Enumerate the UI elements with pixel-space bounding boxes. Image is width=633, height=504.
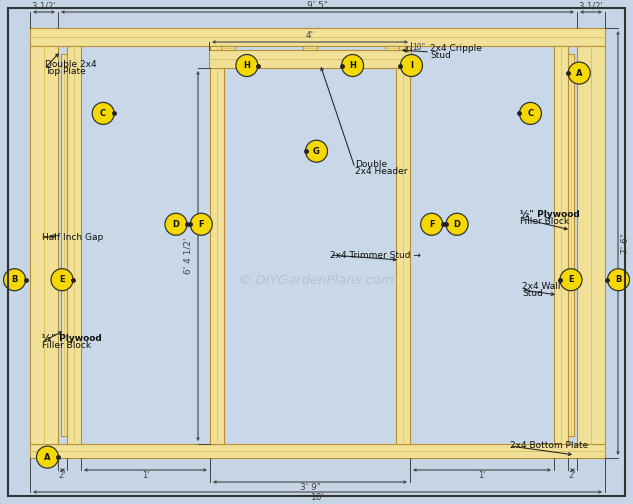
Text: 1': 1' — [479, 472, 486, 480]
Bar — [221, 46, 235, 50]
Text: ½" Plywood: ½" Plywood — [520, 210, 580, 219]
Bar — [67, 46, 81, 444]
Text: 3 1/2': 3 1/2' — [32, 2, 56, 11]
Text: 1': 1' — [142, 472, 149, 480]
Circle shape — [37, 446, 58, 468]
Text: F: F — [199, 220, 204, 229]
Bar — [30, 444, 605, 458]
Circle shape — [342, 54, 363, 77]
Text: 2x4 Bottom Plate: 2x4 Bottom Plate — [510, 442, 588, 451]
Text: E: E — [60, 275, 65, 284]
Text: E: E — [568, 275, 573, 284]
Text: 2x4 Cripple: 2x4 Cripple — [430, 44, 482, 53]
Text: ½" Plywood: ½" Plywood — [42, 334, 102, 343]
Circle shape — [608, 269, 629, 291]
Text: Double 2x4: Double 2x4 — [45, 60, 97, 69]
Circle shape — [306, 140, 327, 162]
Text: H: H — [244, 61, 250, 70]
Bar — [30, 46, 58, 444]
Circle shape — [51, 269, 73, 291]
Text: 3' 9": 3' 9" — [299, 483, 320, 492]
Text: 6' 4 1/2': 6' 4 1/2' — [184, 238, 192, 274]
Text: 10': 10' — [311, 493, 325, 502]
Bar — [81, 46, 210, 444]
Text: 10": 10" — [413, 43, 425, 52]
Circle shape — [236, 54, 258, 77]
Bar — [30, 28, 605, 46]
Text: 2x4 Trimmer Stud →: 2x4 Trimmer Stud → — [330, 250, 421, 260]
Text: 7' 6": 7' 6" — [622, 232, 630, 254]
Circle shape — [165, 213, 187, 235]
Text: C: C — [527, 109, 534, 118]
Text: I: I — [410, 61, 413, 70]
Text: C: C — [100, 109, 106, 118]
Bar — [568, 54, 574, 436]
Bar — [303, 46, 317, 50]
Text: A: A — [576, 69, 582, 78]
Text: 2x4 Header: 2x4 Header — [355, 167, 408, 176]
Bar — [554, 46, 568, 444]
Bar — [61, 54, 67, 436]
Circle shape — [92, 102, 114, 124]
Circle shape — [568, 62, 590, 84]
Text: Filler Block: Filler Block — [520, 217, 569, 226]
Text: Stud: Stud — [430, 51, 451, 60]
Circle shape — [401, 54, 422, 77]
Text: H: H — [349, 61, 356, 70]
Circle shape — [4, 269, 25, 291]
Bar — [224, 68, 396, 444]
Text: Half Inch Gap: Half Inch Gap — [42, 233, 103, 242]
Bar — [577, 46, 605, 444]
Bar — [410, 46, 554, 444]
Circle shape — [560, 269, 582, 291]
Text: 2x4 Wall: 2x4 Wall — [522, 282, 560, 291]
Text: © DIYGardenPlans.com: © DIYGardenPlans.com — [238, 274, 394, 286]
Bar — [385, 46, 399, 50]
Text: Top Plate: Top Plate — [45, 67, 85, 76]
Text: 2': 2' — [568, 472, 576, 480]
Circle shape — [421, 213, 442, 235]
Text: Stud: Stud — [522, 289, 543, 298]
Bar — [209, 50, 411, 68]
Text: G: G — [313, 147, 320, 156]
Text: D: D — [453, 220, 461, 229]
Text: F: F — [429, 220, 434, 229]
Text: A: A — [44, 453, 51, 462]
Circle shape — [520, 102, 541, 124]
Bar — [396, 46, 410, 444]
Text: 9' 5": 9' 5" — [307, 2, 328, 11]
Text: B: B — [615, 275, 622, 284]
Text: 3 1/2': 3 1/2' — [579, 2, 603, 11]
Text: Filler Block: Filler Block — [42, 341, 91, 350]
Text: 4': 4' — [306, 31, 314, 40]
Bar — [210, 46, 224, 444]
Circle shape — [191, 213, 212, 235]
Text: B: B — [11, 275, 18, 284]
Text: D: D — [172, 220, 180, 229]
Bar — [30, 28, 605, 458]
Text: 2': 2' — [59, 472, 66, 480]
Text: Double: Double — [355, 160, 387, 169]
Circle shape — [446, 213, 468, 235]
